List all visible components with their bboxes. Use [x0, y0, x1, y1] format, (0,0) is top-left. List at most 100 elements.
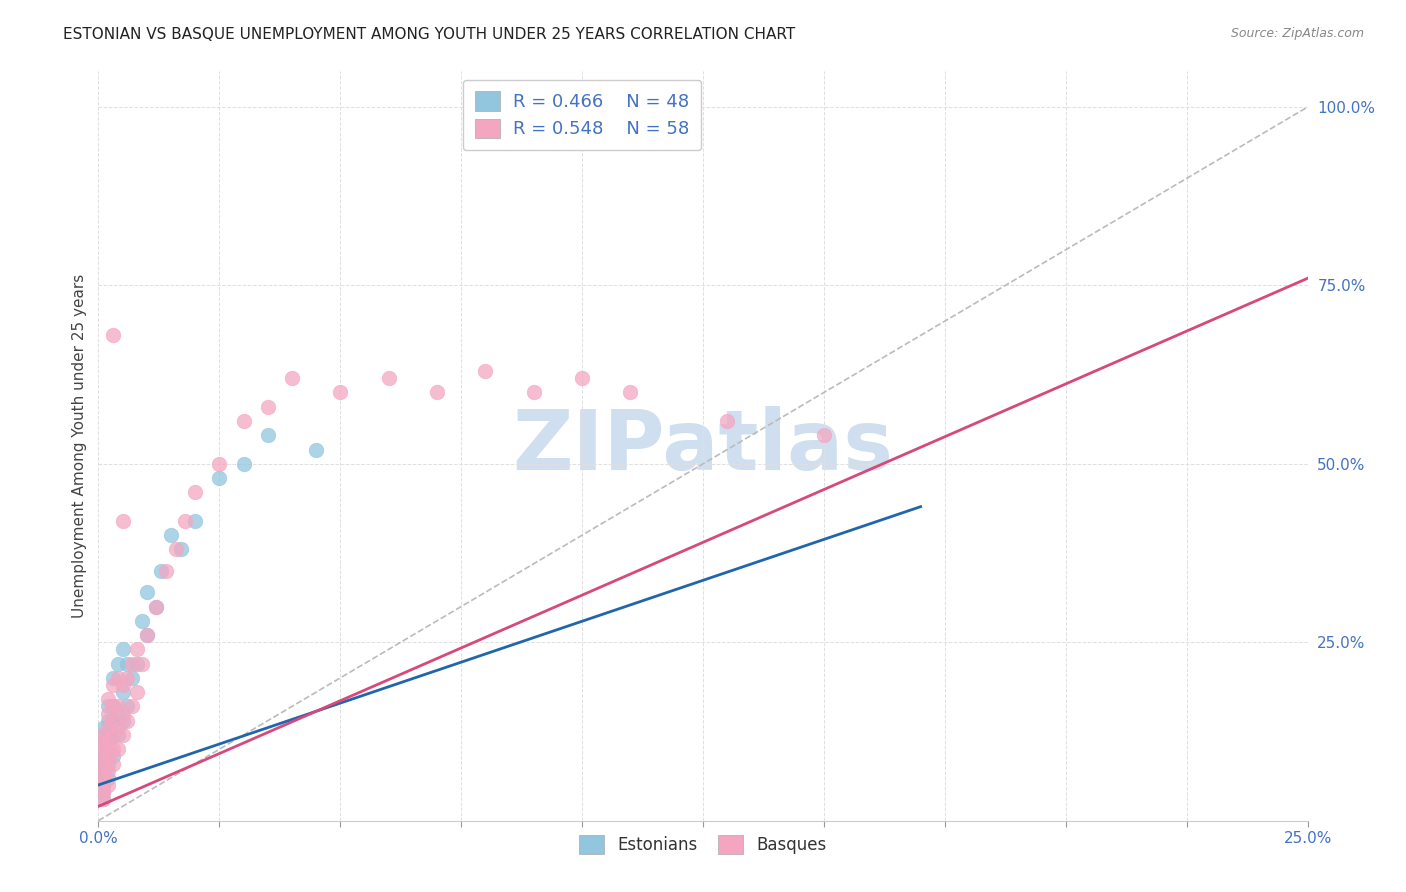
Point: [426, 385, 449, 400]
Point: [91, 756, 114, 771]
Point: [101, 728, 124, 742]
Point: [91, 785, 114, 799]
Point: [97, 749, 120, 764]
Point: [184, 485, 207, 500]
Point: [91, 778, 114, 792]
Point: [91, 764, 114, 778]
Point: [91, 792, 114, 806]
Point: [619, 385, 641, 400]
Point: [91, 767, 114, 781]
Point: [101, 714, 124, 728]
Point: [97, 764, 120, 778]
Point: [121, 699, 143, 714]
Point: [91, 764, 114, 778]
Point: [145, 599, 167, 614]
Point: [131, 657, 153, 671]
Legend: Estonians, Basques: Estonians, Basques: [572, 829, 834, 861]
Point: [91, 771, 114, 785]
Point: [91, 778, 114, 792]
Point: [474, 364, 496, 378]
Point: [91, 756, 114, 771]
Y-axis label: Unemployment Among Youth under 25 years: Unemployment Among Youth under 25 years: [72, 274, 87, 618]
Point: [813, 428, 835, 442]
Point: [91, 785, 114, 799]
Text: Source: ZipAtlas.com: Source: ZipAtlas.com: [1230, 27, 1364, 40]
Point: [111, 514, 134, 528]
Point: [91, 742, 114, 756]
Point: [97, 706, 120, 721]
Point: [101, 714, 124, 728]
Point: [135, 628, 157, 642]
Point: [184, 514, 207, 528]
Point: [97, 735, 120, 749]
Point: [121, 671, 143, 685]
Point: [97, 728, 120, 742]
Point: [232, 457, 254, 471]
Point: [101, 699, 124, 714]
Point: [91, 735, 114, 749]
Point: [91, 721, 114, 735]
Point: [165, 542, 187, 557]
Point: [174, 514, 197, 528]
Point: [107, 699, 129, 714]
Point: [91, 749, 114, 764]
Text: ZIPatlas: ZIPatlas: [513, 406, 893, 486]
Point: [101, 699, 124, 714]
Point: [91, 771, 114, 785]
Point: [101, 728, 124, 742]
Point: [97, 714, 120, 728]
Point: [111, 685, 134, 699]
Point: [145, 599, 167, 614]
Point: [117, 699, 139, 714]
Point: [91, 792, 114, 806]
Point: [101, 671, 124, 685]
Point: [111, 706, 134, 721]
Point: [135, 585, 157, 599]
Point: [97, 699, 120, 714]
Point: [97, 721, 120, 735]
Point: [91, 728, 114, 742]
Point: [121, 657, 143, 671]
Point: [97, 756, 120, 771]
Point: [91, 728, 114, 742]
Point: [155, 564, 177, 578]
Point: [107, 728, 129, 742]
Point: [111, 714, 134, 728]
Text: ESTONIAN VS BASQUE UNEMPLOYMENT AMONG YOUTH UNDER 25 YEARS CORRELATION CHART: ESTONIAN VS BASQUE UNEMPLOYMENT AMONG YO…: [63, 27, 796, 42]
Point: [131, 614, 153, 628]
Point: [208, 457, 231, 471]
Point: [281, 371, 304, 385]
Point: [101, 742, 124, 756]
Point: [107, 671, 129, 685]
Point: [117, 671, 139, 685]
Point: [101, 678, 124, 692]
Point: [107, 706, 129, 721]
Point: [117, 657, 139, 671]
Point: [256, 400, 278, 414]
Point: [160, 528, 183, 542]
Point: [107, 721, 129, 735]
Point: [208, 471, 231, 485]
Point: [135, 628, 157, 642]
Point: [377, 371, 399, 385]
Point: [127, 657, 149, 671]
Point: [107, 742, 129, 756]
Point: [571, 371, 593, 385]
Point: [169, 542, 191, 557]
Point: [91, 749, 114, 764]
Point: [150, 564, 173, 578]
Point: [97, 742, 120, 756]
Point: [91, 774, 114, 789]
Point: [111, 728, 134, 742]
Point: [107, 657, 129, 671]
Point: [97, 692, 120, 706]
Point: [101, 749, 124, 764]
Point: [91, 764, 114, 778]
Point: [91, 742, 114, 756]
Point: [117, 714, 139, 728]
Point: [97, 771, 120, 785]
Point: [111, 678, 134, 692]
Point: [305, 442, 328, 457]
Point: [329, 385, 352, 400]
Point: [127, 642, 149, 657]
